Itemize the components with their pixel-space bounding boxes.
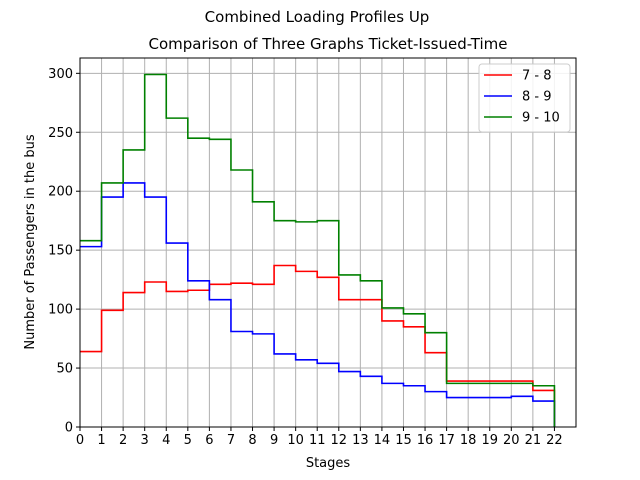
x-tick-label: 3 — [141, 433, 149, 448]
x-tick-label: 13 — [352, 433, 369, 448]
series-line-2 — [80, 182, 556, 427]
x-tick-label: 19 — [481, 433, 498, 448]
x-tick-label: 7 — [227, 433, 235, 448]
x-tick-label: 21 — [525, 433, 542, 448]
x-tick-label: 17 — [438, 433, 455, 448]
plot-frame — [79, 57, 577, 428]
series-line-3 — [80, 73, 556, 427]
x-tick-label: 11 — [309, 433, 326, 448]
x-tick-label: 14 — [374, 433, 391, 448]
legend: 7 - 8 8 - 9 9 - 10 — [478, 63, 571, 133]
x-tick-label: 12 — [331, 433, 348, 448]
y-tick-label: 250 — [48, 126, 73, 141]
y-tick-label: 300 — [48, 67, 73, 82]
x-tick-label: 5 — [184, 433, 192, 448]
legend-label-2: 8 - 9 — [522, 90, 552, 105]
series-line-1 — [80, 264, 556, 427]
y-tick-label: 0 — [65, 421, 73, 436]
y-tick-label: 50 — [56, 362, 73, 377]
y-tick-label: 150 — [48, 244, 73, 259]
x-tick-label: 10 — [287, 433, 304, 448]
x-tick-label: 18 — [460, 433, 477, 448]
y-tick-label: 100 — [48, 303, 73, 318]
x-tick-label: 16 — [417, 433, 434, 448]
x-tick-label: 1 — [97, 433, 105, 448]
x-tick-label: 20 — [503, 433, 520, 448]
legend-label-1: 7 - 8 — [522, 69, 552, 84]
x-tick-label: 4 — [162, 433, 170, 448]
x-tick-label: 22 — [546, 433, 563, 448]
y-axis-ticks: 0 50 100 150 200 250 300 — [48, 67, 80, 436]
x-tick-label: 9 — [270, 433, 278, 448]
legend-label-3: 9 - 10 — [522, 111, 560, 126]
chart-suptitle: Combined Loading Profiles Up — [205, 8, 430, 26]
x-tick-label: 15 — [395, 433, 412, 448]
series-lines — [80, 73, 556, 427]
chart-title: Comparison of Three Graphs Ticket-Issued… — [149, 35, 508, 53]
x-axis-label: Stages — [306, 456, 351, 471]
x-tick-label: 8 — [248, 433, 256, 448]
y-tick-label: 200 — [48, 185, 73, 200]
legend-box — [478, 63, 571, 133]
x-axis-ticks: 0 1 2 3 4 5 6 7 8 9 10 11 12 13 14 15 16 17 18 19 20 21 22 — [76, 427, 563, 448]
x-tick-label: 0 — [76, 433, 84, 448]
y-axis-label: Number of Passengers in the bus — [23, 134, 38, 349]
x-tick-label: 2 — [119, 433, 127, 448]
x-tick-label: 6 — [205, 433, 213, 448]
